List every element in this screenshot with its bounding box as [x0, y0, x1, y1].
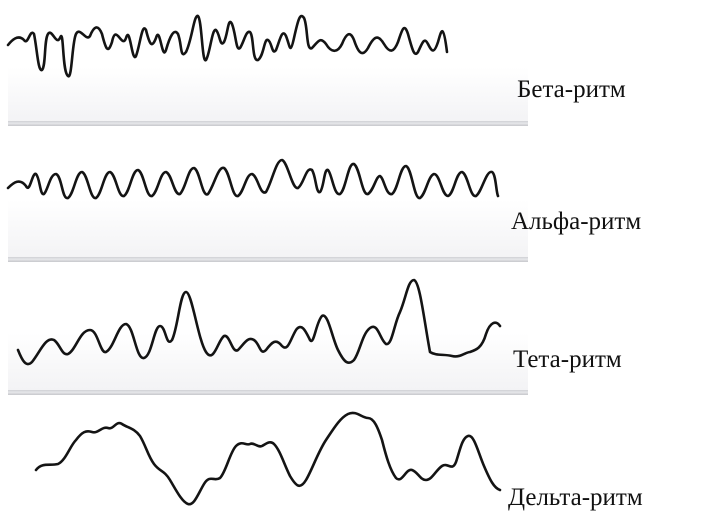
- alpha-rhythm-label: Альфа-ритм: [511, 208, 642, 235]
- panel-divider: [8, 257, 528, 262]
- alpha-waveform: [6, 158, 500, 200]
- theta-panel: [8, 264, 528, 390]
- delta-panel: [8, 396, 528, 526]
- beta-panel: [8, 0, 528, 122]
- beta-rhythm-label: Бета-ритм: [517, 76, 626, 103]
- theta-waveform: [16, 278, 502, 366]
- delta-waveform: [34, 411, 502, 506]
- beta-waveform: [6, 14, 449, 78]
- delta-rhythm-label: Дельта-ритм: [508, 484, 643, 511]
- theta-rhythm-label: Тета-ритм: [513, 346, 622, 373]
- panel-divider: [8, 390, 528, 395]
- alpha-panel: [8, 128, 528, 258]
- panel-divider: [8, 121, 528, 126]
